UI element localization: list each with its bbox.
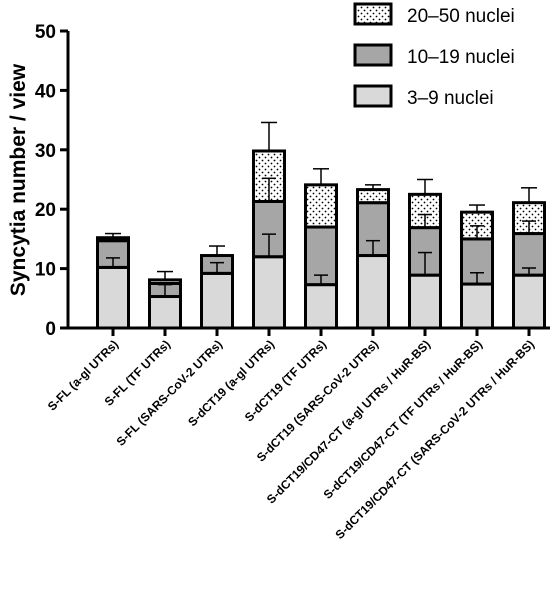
legend-swatch bbox=[353, 43, 393, 67]
y-tick-label: 50 bbox=[35, 22, 56, 43]
legend: 20–50 nuclei 10–19 nuclei 3–9 nuclei bbox=[353, 2, 515, 109]
y-tick-label: 20 bbox=[35, 200, 56, 221]
y-axis-label: Syncytia number / view bbox=[7, 63, 30, 296]
legend-swatch bbox=[353, 2, 393, 26]
y-tick-label: 30 bbox=[35, 141, 56, 162]
legend-swatch bbox=[353, 84, 393, 108]
bar-segment bbox=[96, 265, 130, 330]
legend-label: 3–9 nuclei bbox=[407, 88, 494, 109]
bars bbox=[96, 121, 546, 330]
bar-segment bbox=[148, 278, 182, 285]
x-tick-label: S-dCT19 (a-gl UTRs) bbox=[185, 337, 277, 429]
bar-segment bbox=[356, 188, 390, 205]
bar-segment bbox=[356, 254, 390, 330]
bar-segment bbox=[304, 183, 338, 229]
y-tick-label: 40 bbox=[35, 81, 56, 102]
bar-segment bbox=[460, 282, 494, 330]
bar-segment bbox=[252, 255, 286, 330]
bar-segment bbox=[148, 295, 182, 330]
bar-segment bbox=[200, 271, 234, 330]
x-tick-label: S-dCT19/CD47-CT (SARS-CoV-2 UTRs / HuR-B… bbox=[333, 337, 538, 542]
y-tick-label: 10 bbox=[35, 260, 56, 281]
y-tick-label: 0 bbox=[45, 319, 56, 340]
bar-segment bbox=[408, 273, 442, 330]
bar-segment bbox=[304, 283, 338, 330]
x-tick-label: S-FL (SARS-CoV-2 UTRs) bbox=[114, 337, 226, 449]
bar-segment bbox=[96, 236, 130, 243]
bar-segment bbox=[512, 273, 546, 330]
legend-label: 20–50 nuclei bbox=[407, 6, 515, 27]
legend-label: 10–19 nuclei bbox=[407, 47, 515, 68]
